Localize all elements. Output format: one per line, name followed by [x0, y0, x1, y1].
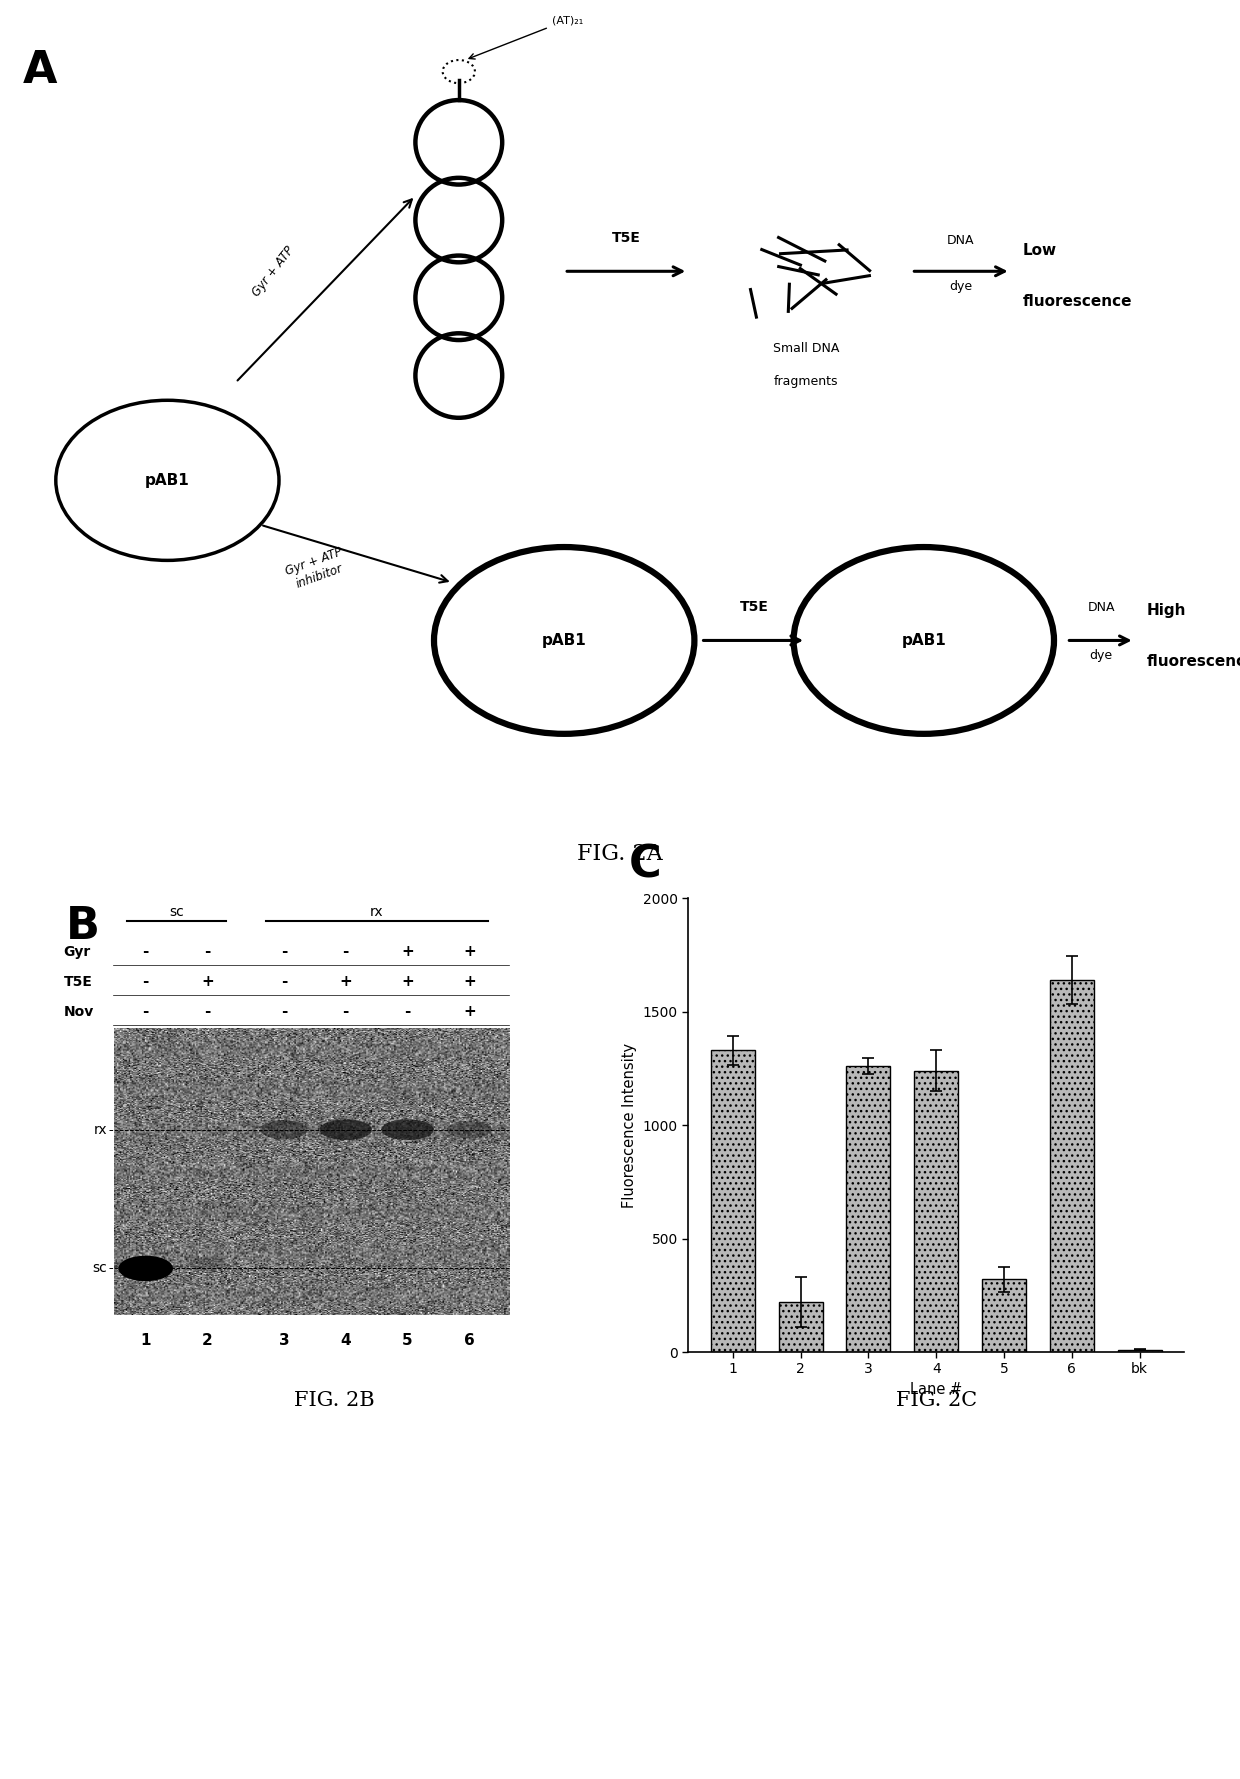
Bar: [982, 1279, 1025, 1352]
Text: rx: rx: [370, 906, 383, 920]
Text: -: -: [143, 945, 149, 959]
Text: Gyr: Gyr: [63, 945, 91, 959]
Text: C: C: [629, 843, 661, 888]
Text: Gyr + ATP
inhibitor: Gyr + ATP inhibitor: [283, 546, 350, 592]
Text: FIG. 2B: FIG. 2B: [294, 1391, 376, 1411]
Y-axis label: Fluorescence Intensity: Fluorescence Intensity: [622, 1042, 637, 1208]
Text: pAB1: pAB1: [145, 473, 190, 487]
Text: dye: dye: [950, 279, 972, 294]
Text: -: -: [342, 945, 348, 959]
Text: Nov: Nov: [63, 1005, 94, 1019]
Bar: [1117, 1350, 1162, 1352]
Text: fluorescence: fluorescence: [1023, 294, 1132, 308]
Text: -: -: [143, 1003, 149, 1019]
Text: -: -: [280, 975, 288, 989]
Text: dye: dye: [1090, 649, 1112, 662]
Text: sc: sc: [169, 906, 184, 920]
Text: fragments: fragments: [774, 375, 838, 388]
Text: 4: 4: [341, 1332, 351, 1348]
Text: DNA: DNA: [1087, 601, 1115, 614]
Text: Gyr + ATP: Gyr + ATP: [249, 244, 296, 299]
X-axis label: Lane #: Lane #: [910, 1382, 962, 1397]
Text: T5E: T5E: [63, 975, 92, 989]
Text: DNA: DNA: [947, 235, 975, 247]
Bar: [1050, 980, 1094, 1352]
Ellipse shape: [118, 1256, 172, 1281]
Text: 5: 5: [402, 1332, 413, 1348]
Text: +: +: [201, 975, 213, 989]
Text: A: A: [22, 48, 57, 93]
Ellipse shape: [320, 1119, 372, 1140]
Text: 6: 6: [464, 1332, 475, 1348]
Text: -: -: [280, 1003, 288, 1019]
Bar: [711, 1050, 755, 1352]
Text: +: +: [402, 975, 414, 989]
Bar: [847, 1066, 890, 1352]
Text: -: -: [205, 1003, 211, 1019]
Text: pAB1: pAB1: [901, 633, 946, 648]
Text: -: -: [205, 945, 211, 959]
Text: +: +: [463, 975, 476, 989]
Text: T5E: T5E: [739, 600, 769, 614]
Ellipse shape: [190, 1258, 226, 1270]
Text: -: -: [342, 1003, 348, 1019]
Text: rx: rx: [93, 1123, 107, 1137]
Text: B: B: [66, 906, 99, 948]
Text: Low: Low: [1023, 244, 1058, 258]
Text: pAB1: pAB1: [542, 633, 587, 648]
Text: fluorescence: fluorescence: [1147, 655, 1240, 669]
Text: 3: 3: [279, 1332, 289, 1348]
Text: -: -: [280, 945, 288, 959]
Text: 2: 2: [202, 1332, 213, 1348]
Ellipse shape: [382, 1119, 434, 1140]
Text: +: +: [463, 1003, 476, 1019]
Text: T5E: T5E: [611, 231, 641, 244]
Text: 1: 1: [140, 1332, 151, 1348]
Text: +: +: [340, 975, 352, 989]
Text: +: +: [402, 945, 414, 959]
Text: FIG. 2C: FIG. 2C: [895, 1391, 977, 1411]
Text: -: -: [143, 975, 149, 989]
Text: FIG. 2A: FIG. 2A: [577, 843, 663, 865]
Text: Small DNA: Small DNA: [773, 342, 839, 356]
Bar: [914, 1071, 959, 1352]
Text: sc: sc: [92, 1261, 107, 1276]
Text: -: -: [404, 1003, 410, 1019]
Ellipse shape: [260, 1121, 308, 1139]
Ellipse shape: [446, 1121, 492, 1139]
Text: +: +: [463, 945, 476, 959]
Text: (AT)₂₁: (AT)₂₁: [469, 14, 583, 59]
Bar: [779, 1302, 822, 1352]
Text: High: High: [1147, 603, 1187, 617]
